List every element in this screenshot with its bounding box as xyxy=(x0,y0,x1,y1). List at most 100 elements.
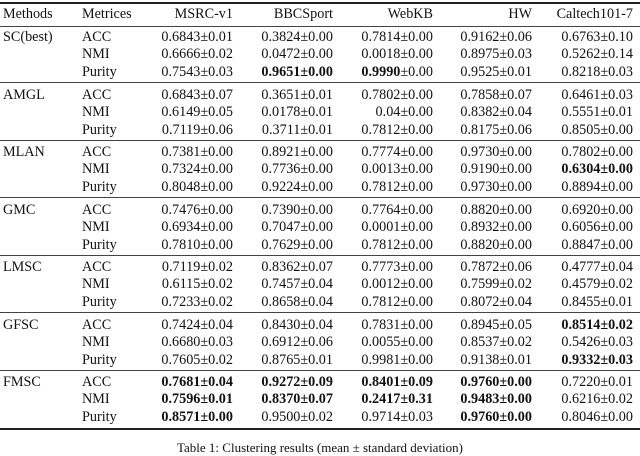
table-cell: 0.6056±0.00 xyxy=(561,219,633,236)
std-value: ±0.00 xyxy=(400,276,433,293)
mean-value: 0.7802 xyxy=(561,144,601,160)
table-cell: 0.8370±0.07 xyxy=(261,391,333,408)
mean-value: 0.6843 xyxy=(161,87,201,103)
mean-value: 0.6912 xyxy=(261,334,301,351)
metric-label: ACC xyxy=(82,317,112,333)
std-value: ±0.04 xyxy=(600,259,633,275)
table-cell: 0.9760±0.00 xyxy=(460,409,532,426)
mean-value: 0.8537 xyxy=(460,334,500,351)
table-cell: 0.7681±0.04 xyxy=(161,374,233,391)
mean-value: 0.7774 xyxy=(361,144,401,160)
std-value: ±0.03 xyxy=(200,334,233,351)
mean-value: 0.6763 xyxy=(561,29,601,45)
mean-value: 0.8820 xyxy=(460,202,500,218)
std-value: ±0.00 xyxy=(600,178,633,195)
table-cell: 0.5262±0.14 xyxy=(561,46,633,63)
std-value: ±0.00 xyxy=(400,236,433,253)
table-cell: 0.9714±0.03 xyxy=(361,409,433,426)
mean-value: 0.0013 xyxy=(361,161,401,178)
table-cell: 0.9162±0.06 xyxy=(460,29,532,46)
mean-value: 0.8820 xyxy=(460,236,500,253)
metric-label: Purity xyxy=(82,236,117,253)
mean-value: 0.7810 xyxy=(161,236,201,253)
table-cell: 0.8072±0.04 xyxy=(460,294,532,311)
mean-value: 0.7381 xyxy=(161,144,201,160)
table-cell: 0.0472±0.00 xyxy=(261,46,333,63)
table-cell: 0.7629±0.00 xyxy=(261,237,333,254)
table-cell: 0.8932±0.00 xyxy=(460,219,532,236)
table-cell: 0.8765±0.01 xyxy=(261,352,333,369)
mean-value: 0.5262 xyxy=(561,46,601,63)
metric-label: ACC xyxy=(82,374,112,390)
std-value: ±0.04 xyxy=(300,276,333,293)
table-cell: 0.9730±0.00 xyxy=(460,144,532,161)
mean-value: 0.6304 xyxy=(561,161,601,178)
std-value: ±0.00 xyxy=(600,144,633,160)
std-value: ±0.02 xyxy=(200,259,233,275)
std-value: ±0.07 xyxy=(300,391,333,408)
table-cell: 0.7220±0.01 xyxy=(561,374,633,391)
header-webkb: WebKB xyxy=(387,6,433,22)
table-cell: 0.7047±0.00 xyxy=(261,219,333,236)
table-cell: 0.8175±0.06 xyxy=(460,122,532,139)
mean-value: 0.7773 xyxy=(361,259,401,275)
std-value: ±0.02 xyxy=(200,46,233,63)
std-value: ±0.00 xyxy=(499,219,532,236)
std-value: ±0.03 xyxy=(499,46,532,63)
mean-value: 0.9714 xyxy=(361,408,401,425)
group-rule xyxy=(0,370,640,371)
mean-value: 0.7324 xyxy=(161,161,201,178)
table-cell: 0.9760±0.00 xyxy=(460,374,532,391)
std-value: ±0.00 xyxy=(300,178,333,195)
std-value: ±0.00 xyxy=(300,219,333,236)
std-value: ±0.03 xyxy=(600,351,633,368)
table-cell: 0.8455±0.01 xyxy=(561,294,633,311)
table-caption: Table 1: Clustering results (mean ± stan… xyxy=(176,440,463,455)
table-cell: 0.8048±0.00 xyxy=(161,179,233,196)
std-value: ±0.01 xyxy=(600,293,633,310)
mean-value: 0.7599 xyxy=(460,276,500,293)
std-value: ±0.00 xyxy=(200,236,233,253)
std-value: ±0.00 xyxy=(300,144,333,160)
table-cell: 0.7802±0.00 xyxy=(361,87,433,104)
top-rule xyxy=(0,2,640,4)
table-cell: 0.7233±0.02 xyxy=(161,294,233,311)
std-value: ±0.00 xyxy=(400,29,433,45)
std-value: ±0.00 xyxy=(499,144,532,160)
std-value: ±0.00 xyxy=(400,202,433,218)
mean-value: 0.7831 xyxy=(361,317,401,333)
metric-label: Purity xyxy=(82,293,117,310)
std-value: ±0.09 xyxy=(300,374,333,390)
table-cell: 0.4579±0.02 xyxy=(561,276,633,293)
mean-value: 0.9651 xyxy=(261,63,301,80)
table-cell: 0.5551±0.01 xyxy=(561,104,633,121)
mean-value: 0.8175 xyxy=(460,121,500,138)
table-cell: 0.8894±0.00 xyxy=(561,179,633,196)
mean-value: 0.0472 xyxy=(261,46,301,63)
table-cell: 0.6843±0.07 xyxy=(161,87,233,104)
std-value: ±0.00 xyxy=(600,202,633,218)
group-rule xyxy=(0,82,640,83)
mean-value: 0.3711 xyxy=(261,121,301,138)
header-msrc-v1: MSRC-v1 xyxy=(174,6,233,22)
mean-value: 0.9760 xyxy=(460,408,500,425)
mean-value: 0.9730 xyxy=(460,144,500,160)
mean-value: 0.8455 xyxy=(561,293,601,310)
mean-value: 0.04 xyxy=(375,104,401,121)
table-cell: 0.7802±0.00 xyxy=(561,144,633,161)
table-cell: 0.7810±0.00 xyxy=(161,237,233,254)
table-cell: 0.8218±0.03 xyxy=(561,64,633,81)
std-value: ±0.04 xyxy=(300,317,333,333)
table-cell: 0.9224±0.00 xyxy=(261,179,333,196)
table-cell: 0.6216±0.02 xyxy=(561,391,633,408)
mean-value: 0.6149 xyxy=(161,104,201,121)
table-cell: 0.7381±0.00 xyxy=(161,144,233,161)
header-metrices: Metrices xyxy=(82,6,132,22)
mean-value: 0.7812 xyxy=(361,121,401,138)
std-value: ±0.00 xyxy=(300,46,333,63)
mean-value: 0.7605 xyxy=(161,351,201,368)
metric-label: NMI xyxy=(82,391,110,408)
table-cell: 0.0013±0.00 xyxy=(361,161,433,178)
mean-value: 0.9332 xyxy=(561,351,601,368)
std-value: ±0.01 xyxy=(499,63,532,80)
